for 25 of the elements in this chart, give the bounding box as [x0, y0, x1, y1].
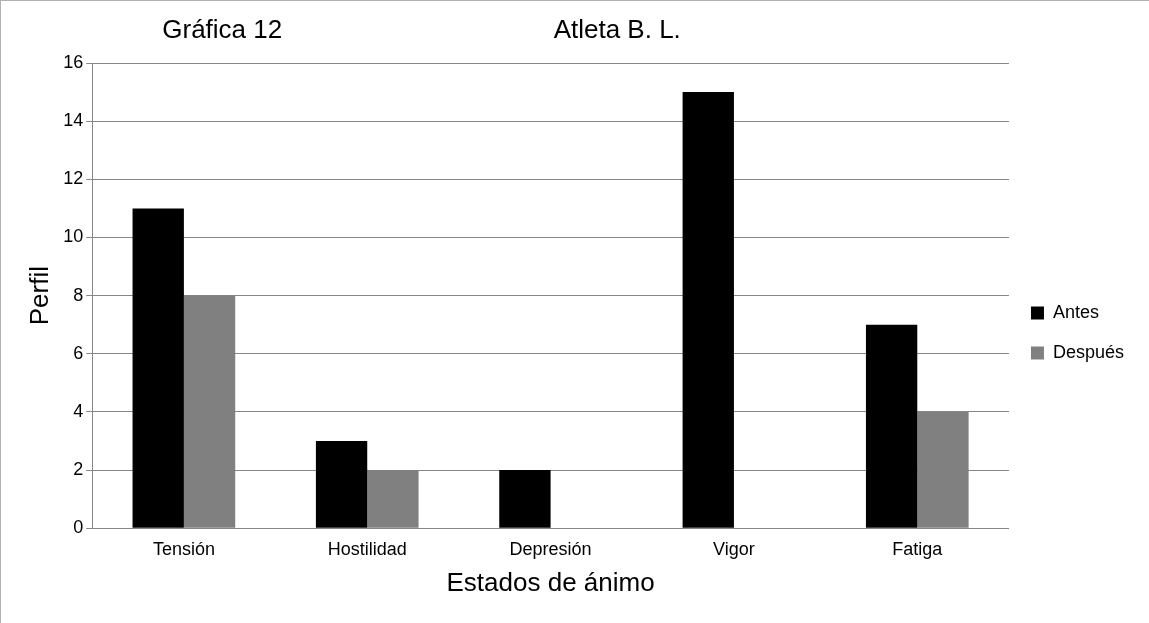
- bar: [865, 324, 918, 528]
- x-tick-label: Depresión: [509, 538, 592, 559]
- x-axis-title: Estados de ánimo: [446, 566, 655, 597]
- y-tick-label: 14: [63, 110, 84, 131]
- x-tick-label: Tensión: [152, 538, 215, 559]
- bar: [499, 470, 551, 528]
- chart-subtitle: Atleta B. L.: [553, 14, 681, 45]
- x-tick-label: Vigor: [713, 538, 755, 559]
- x-tick-label: Hostilidad: [327, 538, 407, 559]
- bar: [682, 92, 734, 528]
- legend-label: Después: [1052, 341, 1124, 362]
- y-tick-label: 10: [63, 226, 84, 247]
- y-tick-label: 12: [63, 168, 84, 189]
- bar: [315, 440, 368, 528]
- y-axis-title: Perfil: [23, 265, 54, 326]
- legend-label: Antes: [1052, 301, 1099, 322]
- y-tick-label: 0: [73, 517, 84, 538]
- y-tick-label: 2: [73, 459, 84, 480]
- y-tick-label: 6: [73, 342, 84, 363]
- y-tick-label: 16: [63, 51, 84, 72]
- chart-title: Gráfica 12: [162, 14, 283, 45]
- y-tick-label: 8: [73, 284, 84, 305]
- x-tick-label: Fatiga: [892, 538, 944, 559]
- bar: [132, 208, 184, 528]
- y-tick-label: 4: [73, 400, 84, 421]
